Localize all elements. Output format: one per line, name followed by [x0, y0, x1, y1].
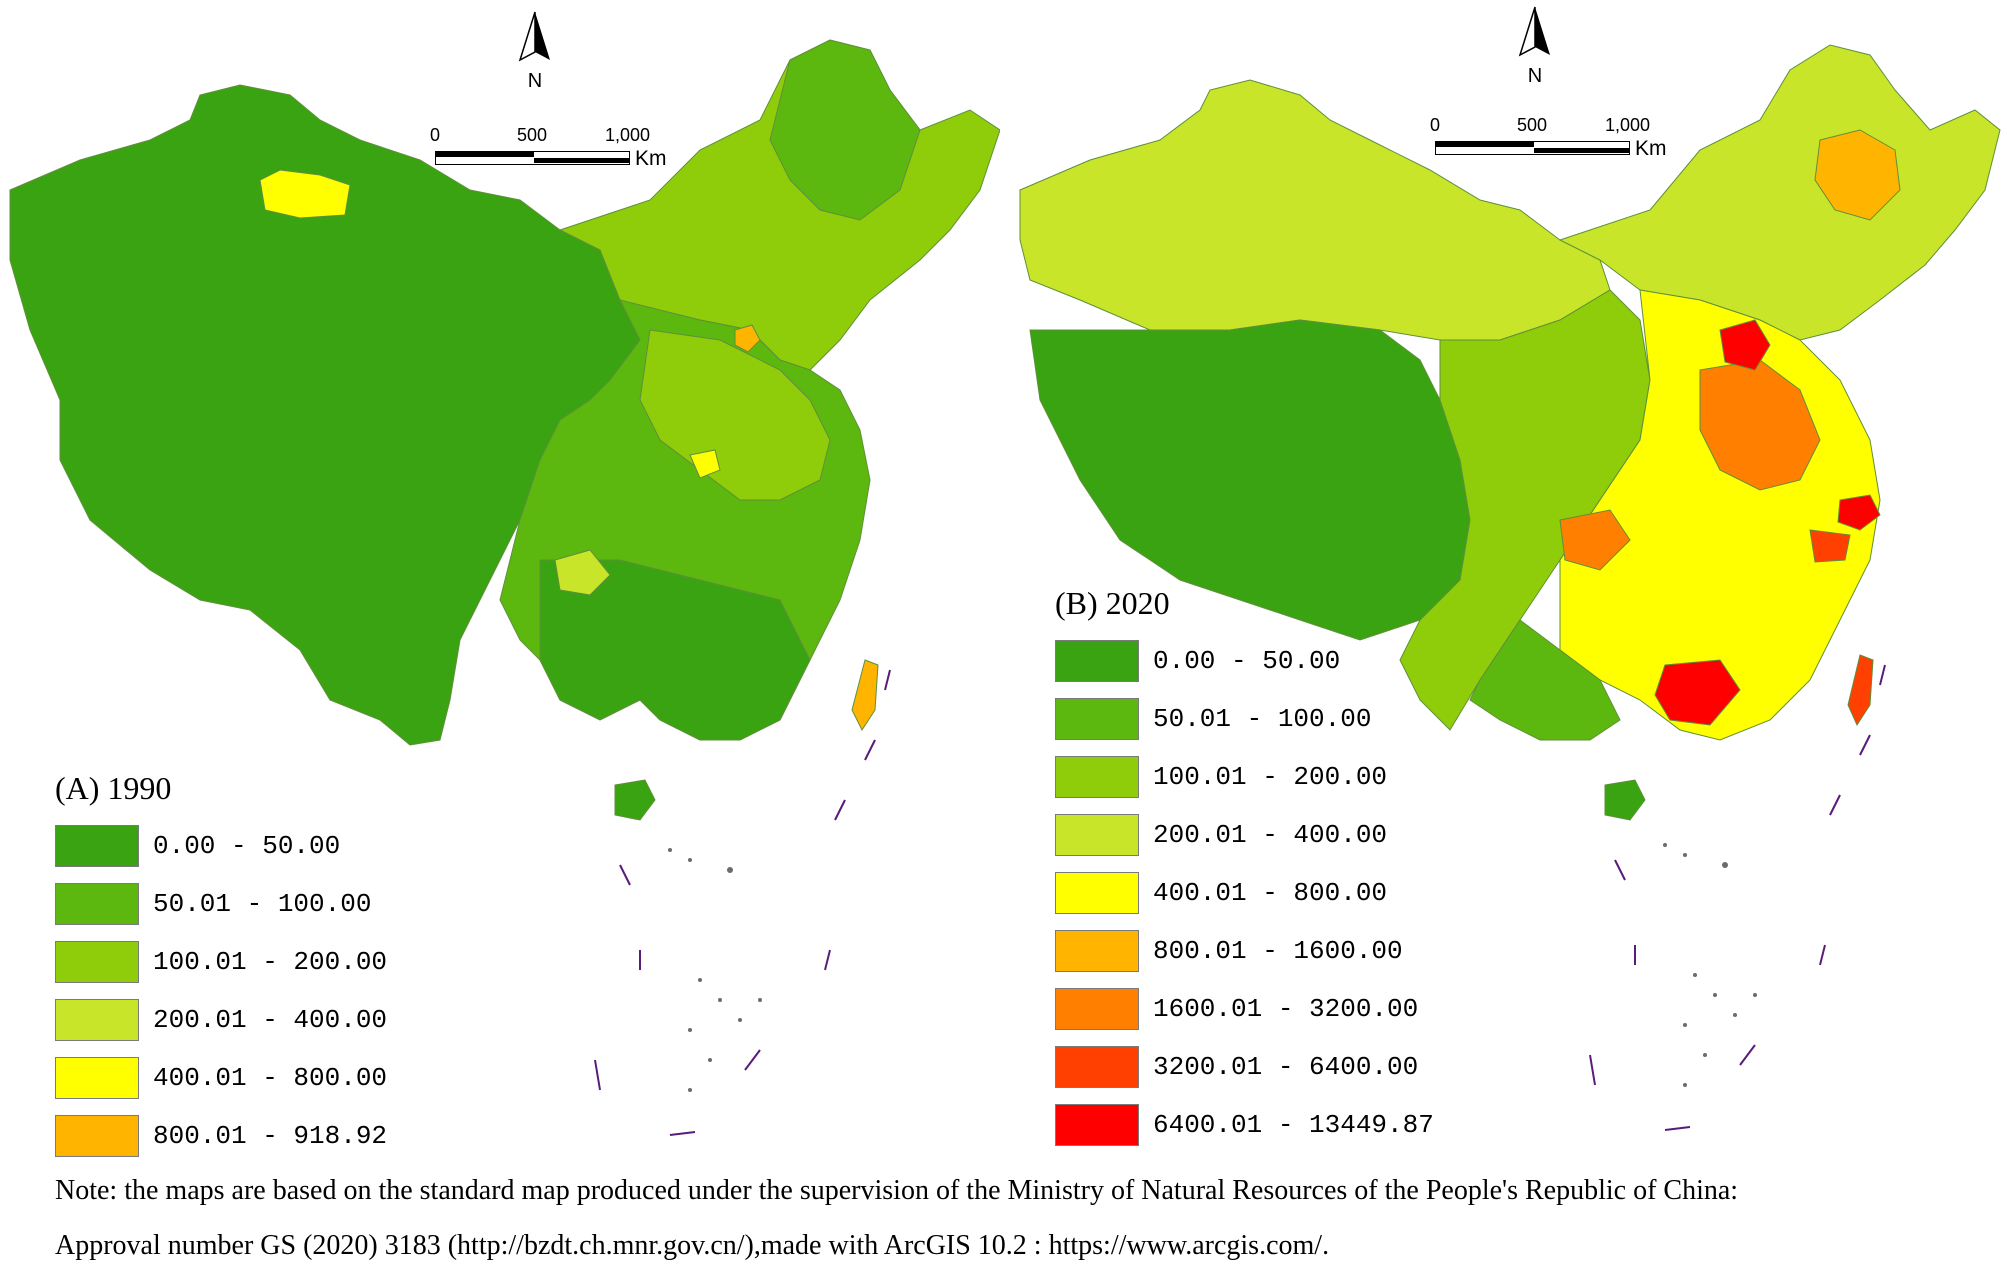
china-map-2020: [1019, 44, 2001, 1131]
map-panel-1990: N 0 500 1,000 Km (A) 1990 0.00 - 50.00 50…: [0, 0, 1000, 1157]
legend-label: 200.01 - 400.00: [1153, 820, 1388, 850]
scale-tick-0: 0: [1430, 115, 1441, 135]
south-china-sea-boundary-2020: [1589, 664, 1886, 1131]
legend-label: 6400.01 - 13449.87: [1153, 1110, 1434, 1140]
legend-item: 1600.01 - 3200.00: [1055, 980, 1434, 1038]
legend-label: 800.01 - 918.92: [153, 1121, 388, 1151]
note-line-1: Note: the maps are based on the standard…: [55, 1175, 1739, 1206]
legend-swatch: [1055, 814, 1139, 856]
scale-tick-500: 500: [517, 125, 548, 145]
legend-item: 6400.01 - 13449.87: [1055, 1096, 1434, 1154]
north-arrow-icon: [518, 11, 550, 62]
legend-label: 100.01 - 200.00: [1153, 762, 1388, 792]
region-northeast-2020: [1558, 44, 2001, 341]
legend-swatch: [55, 941, 139, 983]
legend-item: 0.00 - 50.00: [55, 817, 387, 875]
scale-unit: Km: [635, 147, 667, 170]
region-northeast-orange-2020: [1814, 129, 1901, 221]
region-hainan-1990: [614, 779, 656, 821]
legend-swatch: [1055, 698, 1139, 740]
region-south-green-2020: [1469, 619, 1621, 741]
legend-swatch: [55, 1115, 139, 1157]
legend-label: 0.00 - 50.00: [1153, 646, 1341, 676]
region-guangdong-2020: [1654, 659, 1741, 726]
legend-swatch: [1055, 640, 1139, 682]
scale-bar: 0 500 1,000 Km: [430, 125, 695, 185]
region-taiwan-1990: [851, 659, 879, 732]
scale-graphic: [1435, 141, 1630, 155]
region-zhejiang-2020: [1809, 529, 1851, 563]
legend-swatch: [1055, 988, 1139, 1030]
legend-1990: (A) 1990 0.00 - 50.00 50.01 - 100.00 100.0…: [55, 770, 387, 1165]
legend-item: 50.01 - 100.00: [1055, 690, 1434, 748]
legend-title: (A) 1990: [55, 770, 172, 806]
legend-swatch: [1055, 930, 1139, 972]
legend-label: 1600.01 - 3200.00: [1153, 994, 1419, 1024]
scale-tick-1000: 1,000: [605, 125, 651, 145]
legend-swatch: [1055, 1046, 1139, 1088]
legend-item: 50.01 - 100.00: [55, 875, 387, 933]
legend-swatch: [55, 999, 139, 1041]
scale-graphic: [435, 151, 630, 165]
north-arrow-icon: [1518, 6, 1550, 57]
scale-tick-500: 500: [1517, 115, 1548, 135]
north-label: N: [1527, 65, 1543, 87]
legend-swatch: [55, 1057, 139, 1099]
legend-item: 3200.01 - 6400.00: [1055, 1038, 1434, 1096]
south-china-sea-boundary-1990: [594, 669, 891, 1136]
legend-item: 0.00 - 50.00: [1055, 632, 1434, 690]
scale-unit: Km: [1635, 137, 1667, 160]
legend-2020: (B) 2020 0.00 - 50.00 50.01 - 100.00 100.0…: [1055, 585, 1434, 1154]
legend-label: 400.01 - 800.00: [153, 1063, 388, 1093]
north-arrow: N: [1505, 5, 1565, 95]
region-beijing-1990: [734, 324, 761, 353]
legend-swatch: [1055, 872, 1139, 914]
scale-tick-1000: 1,000: [1605, 115, 1651, 135]
region-henan-1990: [689, 449, 721, 479]
north-label: N: [527, 70, 543, 92]
legend-label: 200.01 - 400.00: [153, 1005, 388, 1035]
region-northeast-mid-1990: [769, 39, 921, 221]
legend-item: 400.01 - 800.00: [55, 1049, 387, 1107]
legend-label: 400.01 - 800.00: [1153, 878, 1388, 908]
china-map-1990: [9, 39, 1000, 1136]
legend-swatch: [1055, 756, 1139, 798]
legend-swatch: [55, 825, 139, 867]
legend-item: 400.01 - 800.00: [1055, 864, 1434, 922]
scale-tick-0: 0: [430, 125, 441, 145]
region-shanghai-2020: [1837, 494, 1881, 531]
region-plain-1990: [639, 329, 831, 501]
legend-item: 100.01 - 200.00: [55, 933, 387, 991]
legend-item: 200.01 - 400.00: [1055, 806, 1434, 864]
map-panel-2020: N 0 500 1,000 Km (B) 2020 0.00 - 50.00 50…: [1000, 0, 2007, 1150]
region-beijing-tianjin-2020: [1719, 319, 1771, 371]
region-chongqing-2020: [1559, 509, 1631, 571]
legend-label: 0.00 - 50.00: [153, 831, 341, 861]
legend-swatch: [1055, 1104, 1139, 1146]
legend-label: 3200.01 - 6400.00: [1153, 1052, 1419, 1082]
region-sichuan-1990: [554, 549, 611, 596]
region-south-1990: [539, 559, 811, 741]
note-line-2: Approval number GS (2020) 3183 (http://b…: [55, 1230, 1330, 1261]
south-china-sea-islands-1990: [668, 848, 762, 1092]
south-china-sea-islands-2020: [1663, 843, 1757, 1087]
legend-item: 800.01 - 918.92: [55, 1107, 387, 1165]
region-taiwan-2020: [1847, 654, 1874, 727]
legend-item: 800.01 - 1600.00: [1055, 922, 1434, 980]
region-hainan-2020: [1604, 779, 1646, 821]
legend-label: 800.01 - 1600.00: [1153, 936, 1403, 966]
north-arrow: N: [505, 10, 565, 100]
region-xinjiang-north-1990: [259, 169, 351, 219]
region-orange-belt-2020: [1699, 359, 1821, 491]
scale-bar: 0 500 1,000 Km: [1430, 115, 1695, 175]
legend-swatch: [55, 883, 139, 925]
legend-label: 50.01 - 100.00: [153, 889, 372, 919]
legend-title: (B) 2020: [1055, 585, 1170, 621]
legend-label: 50.01 - 100.00: [1153, 704, 1372, 734]
legend-item: 100.01 - 200.00: [1055, 748, 1434, 806]
legend-item: 200.01 - 400.00: [55, 991, 387, 1049]
legend-label: 100.01 - 200.00: [153, 947, 388, 977]
